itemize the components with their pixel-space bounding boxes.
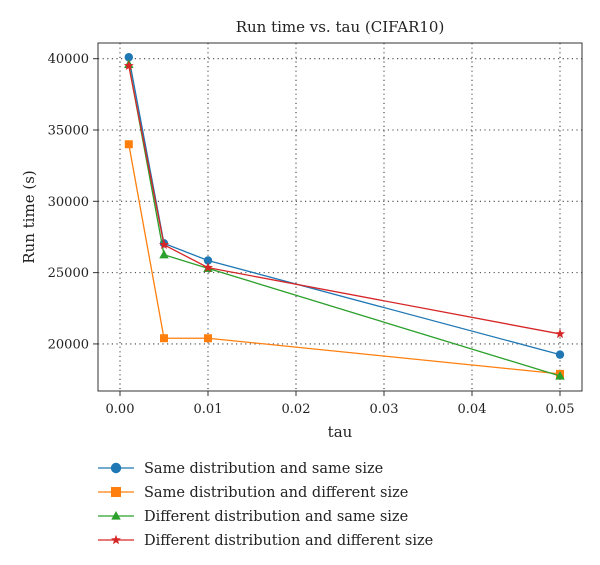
data-point [203, 256, 213, 265]
series-line [128, 57, 561, 356]
data-point [124, 140, 133, 149]
data-point [204, 334, 212, 343]
data-point [555, 350, 565, 359]
legend: Same distribution and same size Same dist… [98, 461, 433, 549]
series-line [128, 144, 561, 375]
x-tick-label: 0.04 [458, 402, 487, 417]
series-line [128, 65, 561, 335]
data-point [160, 334, 168, 343]
y-tick-label: 40000 [48, 52, 89, 67]
legend-label: Same distribution and same size [144, 461, 383, 477]
legend-label: Different distribution and same size [144, 509, 408, 525]
series-1 [124, 53, 565, 359]
data-point [159, 239, 169, 250]
data-point [123, 60, 134, 71]
x-tick-label: 0.02 [282, 402, 311, 417]
x-tick-label: 0.05 [546, 402, 575, 417]
data-point [124, 53, 133, 62]
series-line [128, 64, 561, 377]
legend-label: Different distribution and different siz… [144, 533, 433, 549]
y-tick-label: 20000 [48, 337, 89, 352]
x-tick-label: 0.00 [106, 402, 135, 417]
series-4 [123, 60, 565, 339]
legend-item: Different distribution and same size [98, 509, 408, 525]
data-point [555, 371, 565, 380]
data-point [203, 262, 213, 272]
x-tick-label: 0.03 [370, 402, 399, 417]
legend-item: Same distribution and same size [98, 461, 383, 477]
legend-marker [111, 487, 121, 497]
plot-area [97, 42, 583, 392]
series-group [123, 53, 565, 380]
y-tick-label: 30000 [48, 195, 89, 210]
legend-marker [111, 511, 121, 520]
axis-ticks: 0.00 0.01 0.02 0.03 0.04 0.05 20000 25000 30000 3… [48, 52, 575, 417]
chart-title: Run time vs. tau (CIFAR10) [236, 18, 445, 36]
x-tick-label: 0.01 [194, 402, 223, 417]
data-point [159, 249, 169, 259]
legend-label: Same distribution and different size [144, 485, 408, 501]
x-axis-label: tau [328, 423, 353, 441]
legend-marker [110, 462, 122, 474]
legend-item: Same distribution and different size [98, 485, 408, 501]
data-point [555, 328, 565, 339]
y-axis-label: Run time (s) [20, 170, 38, 263]
series-3 [124, 59, 565, 380]
legend-item: Different distribution and different siz… [98, 533, 433, 549]
y-tick-label: 35000 [48, 124, 89, 139]
y-tick-label: 25000 [48, 266, 89, 281]
legend-marker [111, 534, 121, 545]
